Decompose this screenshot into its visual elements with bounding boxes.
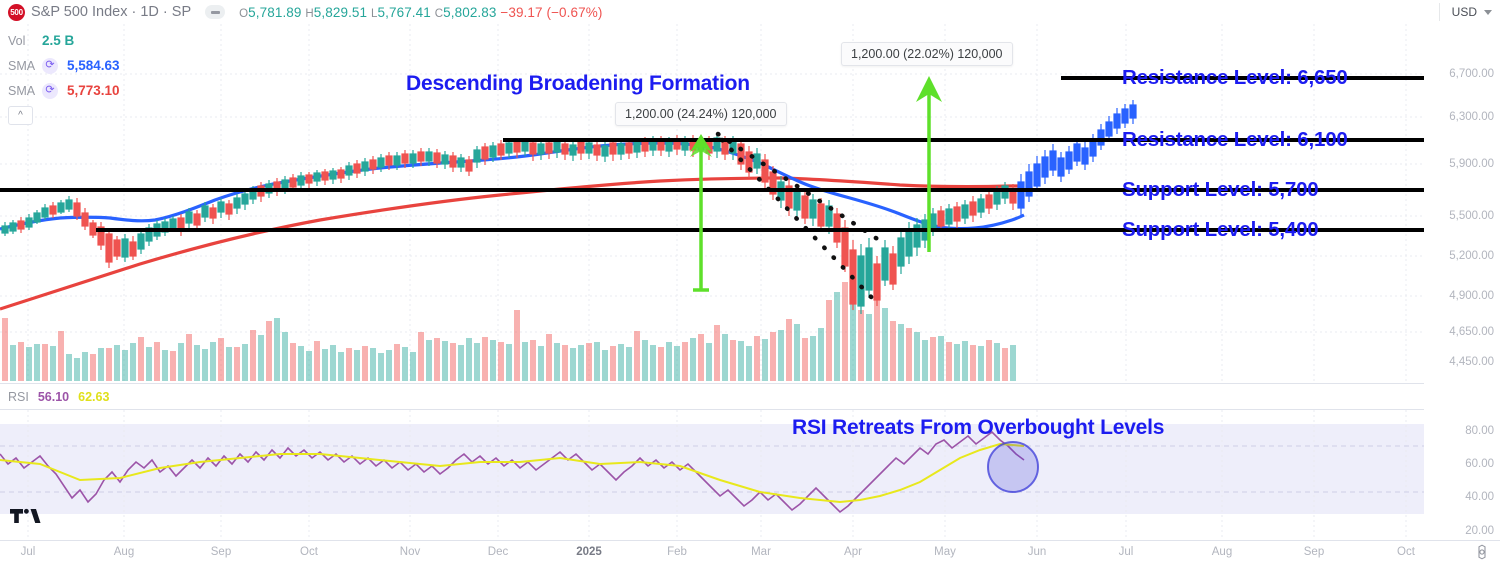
ohlc-high-key: H: [305, 7, 314, 20]
legend-item-sma-fast[interactable]: SMA ⟳ 5,584.63: [8, 53, 120, 78]
annotation-support-5700: Support Level: 5,700: [1122, 178, 1319, 201]
rsi-signal-value: 62.63: [78, 390, 110, 404]
time-tick: Nov: [399, 546, 421, 558]
rsi-axis[interactable]: 80.00 60.00 40.00 20.00: [1424, 410, 1500, 540]
symbol-title[interactable]: S&P 500 Index · 1D · SP: [31, 4, 192, 20]
price-tick: 5,500.00: [1449, 210, 1494, 222]
time-tick: Jun: [1027, 546, 1047, 558]
legend-value: 2.5 B: [42, 33, 75, 48]
time-tick: Jul: [20, 546, 36, 558]
rsi-tick: 20.00: [1465, 525, 1494, 537]
ohlc-close-value: 5,802.83: [443, 4, 497, 20]
measure-tooltip-upper[interactable]: 1,200.00 (22.02%) 120,000: [841, 42, 1013, 66]
ohlc-high-value: 5,829.51: [313, 4, 368, 20]
collapse-legend-button[interactable]: ^: [8, 106, 33, 125]
legend-label: SMA: [8, 58, 36, 73]
rsi-legend-label: RSI: [8, 390, 29, 404]
ohlc-low-key: L: [371, 7, 378, 20]
rsi-pane[interactable]: [0, 410, 1424, 540]
price-chart-svg: [0, 24, 1424, 381]
time-tick: Feb: [667, 546, 687, 558]
price-tick: 4,900.00: [1449, 290, 1494, 302]
measurement-arrows[interactable]: [690, 76, 942, 292]
rsi-tick: 40.00: [1465, 491, 1494, 503]
chart-settings-gear-icon[interactable]: [1474, 544, 1490, 560]
currency-label: USD: [1451, 5, 1477, 19]
legend-value: 5,773.10: [67, 83, 120, 98]
ohlc-open-value: 5,781.89: [248, 4, 302, 20]
price-tick: 6,300.00: [1449, 111, 1494, 123]
legend-item-sma-slow[interactable]: SMA ⟳ 5,773.10: [8, 78, 120, 103]
ohlc-low-value: 5,767.41: [377, 4, 431, 20]
legend-label: SMA: [8, 83, 36, 98]
price-axis[interactable]: 6,700.00 6,300.00 5,900.00 5,500.00 5,20…: [1424, 24, 1500, 381]
annotation-pattern-label: Descending Broadening Formation: [406, 72, 750, 95]
tradingview-logo-icon[interactable]: [10, 506, 44, 528]
annotation-rsi-note: RSI Retreats From Overbought Levels: [792, 416, 1165, 439]
time-tick: Aug: [113, 546, 135, 558]
price-tick: 4,650.00: [1449, 326, 1494, 338]
ohlc-open-key: O: [239, 7, 249, 20]
rsi-tick: 80.00: [1465, 425, 1494, 437]
price-tick: 5,200.00: [1449, 250, 1494, 262]
time-tick: Dec: [487, 546, 509, 558]
rsi-pane-header: RSI 56.10 62.63: [0, 386, 1424, 408]
chevron-down-icon: [1484, 9, 1492, 15]
legend-item-volume[interactable]: Vol 2.5 B: [8, 28, 120, 53]
sma-slow-line: [0, 176, 1024, 311]
rsi-threshold-lines: [0, 445, 1424, 493]
pane-separator-bottom: [0, 409, 1424, 410]
chart-header-toolbar: 500 S&P 500 Index · 1D · SP O5,781.89 H5…: [0, 0, 1500, 24]
time-tick: Jul: [1118, 546, 1134, 558]
currency-selector[interactable]: USD: [1438, 3, 1492, 21]
ohlc-values: O5,781.89 H5,829.51 L5,767.41 C5,802.83 …: [239, 5, 602, 20]
annotation-support-5400: Support Level: 5,400: [1122, 218, 1319, 241]
descending-broadening-trendlines[interactable]: [715, 131, 885, 303]
time-tick: Sep: [1303, 546, 1325, 558]
hide-series-icon[interactable]: [205, 5, 226, 19]
ohlc-close-key: C: [434, 7, 444, 20]
time-tick: Apr: [844, 546, 862, 558]
rsi-tick: 60.00: [1465, 458, 1494, 470]
price-level-lines[interactable]: [0, 76, 1424, 232]
time-tick: Mar: [751, 546, 771, 558]
time-tick: May: [934, 546, 956, 558]
annotation-resistance-6100: Resistance Level: 6,100: [1122, 128, 1348, 151]
rsi-band-fill: [0, 424, 1424, 514]
rsi-chart-svg: [0, 410, 1424, 540]
volume-bars: [2, 282, 1016, 381]
indicator-legend-list: Vol 2.5 B SMA ⟳ 5,584.63 SMA ⟳ 5,773.10 …: [8, 28, 120, 125]
price-tick: 6,700.00: [1449, 68, 1494, 80]
rsi-vertical-gridlines: [27, 410, 1407, 540]
time-tick: Oct: [300, 546, 318, 558]
time-tick: Sep: [210, 546, 232, 558]
measure-tooltip-lower[interactable]: 1,200.00 (24.24%) 120,000: [615, 102, 787, 126]
price-pane[interactable]: [0, 24, 1424, 381]
refresh-icon[interactable]: ⟳: [42, 57, 58, 74]
time-tick-year: 2025: [576, 546, 602, 558]
projection-candles: [1017, 100, 1137, 216]
price-tick: 5,900.00: [1449, 158, 1494, 170]
rsi-legend-value: 56.10: [37, 390, 70, 404]
rsi-highlight-circle[interactable]: [987, 441, 1039, 493]
legend-label: Vol: [8, 33, 26, 48]
price-tick: 4,450.00: [1449, 356, 1494, 368]
symbol-logo-icon: 500: [8, 3, 25, 21]
pane-separator-top: [0, 383, 1424, 384]
annotation-resistance-6650: Resistance Level: 6,650: [1122, 66, 1348, 89]
time-axis[interactable]: Jul Aug Sep Oct Nov Dec 2025 Feb Mar Apr…: [0, 540, 1500, 562]
ohlc-change: −39.17 (−0.67%): [500, 4, 603, 20]
time-tick: Aug: [1211, 546, 1233, 558]
refresh-icon[interactable]: ⟳: [42, 82, 58, 99]
legend-value: 5,584.63: [67, 58, 120, 73]
time-tick: Oct: [1397, 546, 1415, 558]
rsi-signal-line: [0, 442, 1025, 504]
